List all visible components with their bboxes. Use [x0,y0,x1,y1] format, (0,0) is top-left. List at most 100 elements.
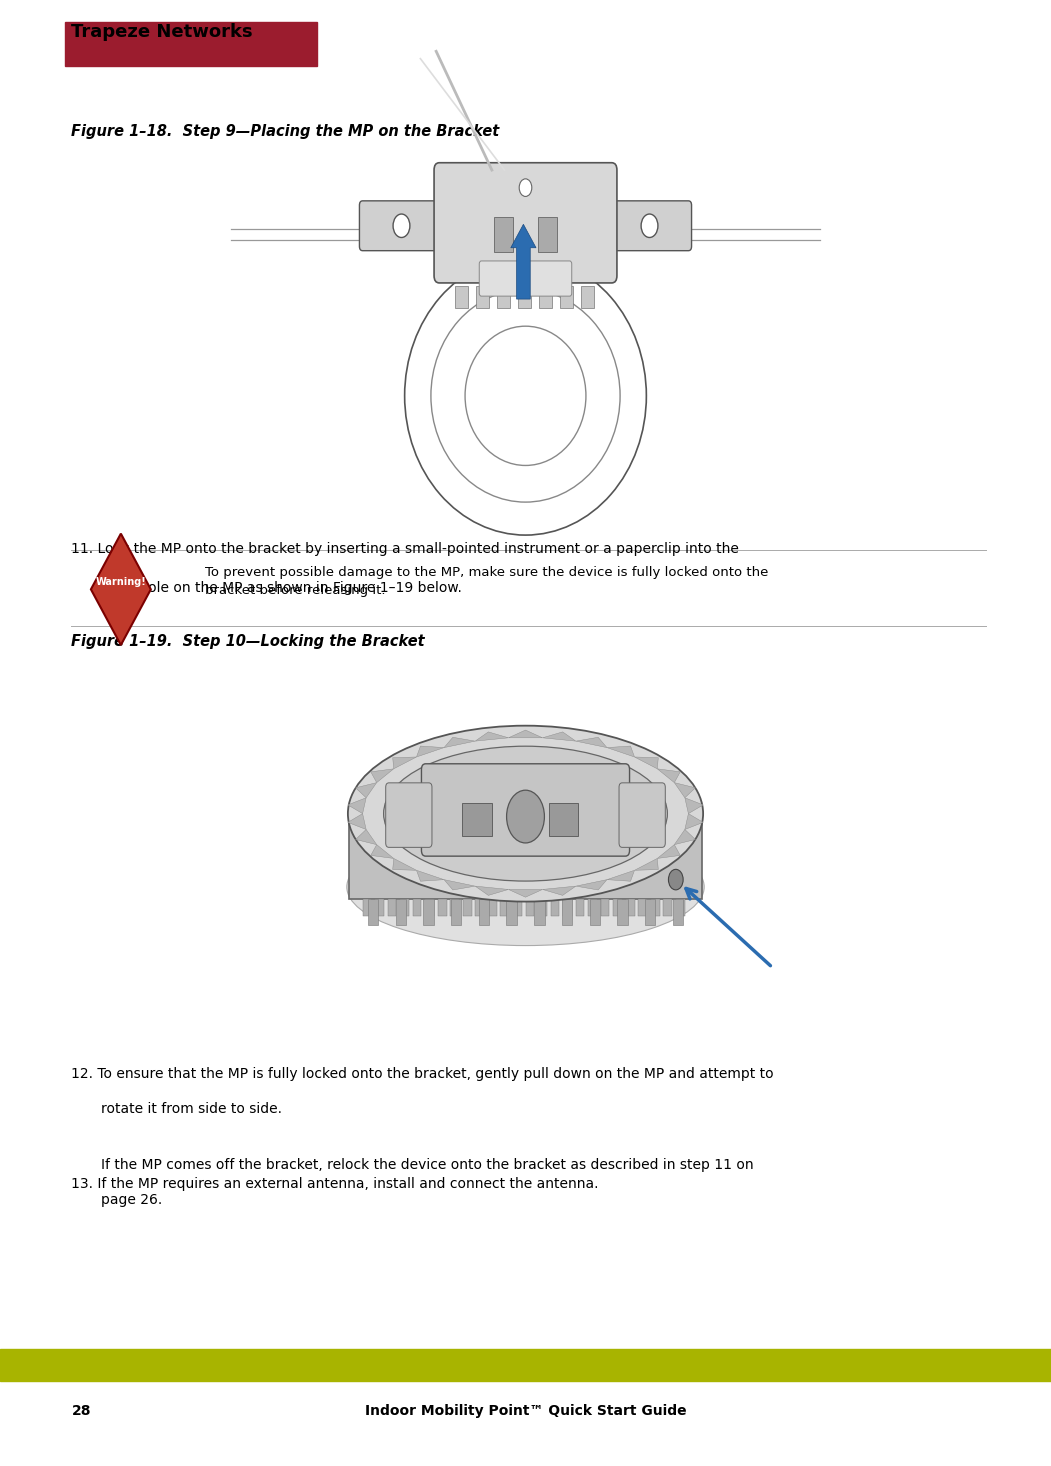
Text: hole on the MP as shown in Figure 1–19 below.: hole on the MP as shown in Figure 1–19 b… [135,581,461,595]
Text: page 26.: page 26. [101,1193,162,1208]
Polygon shape [393,756,416,768]
Bar [395,899,406,925]
Polygon shape [635,756,658,768]
Bar [663,899,673,916]
Polygon shape [675,830,696,844]
Bar [645,899,656,925]
Bar [455,286,468,308]
Polygon shape [576,737,607,748]
FancyArrow shape [511,224,536,299]
Polygon shape [657,844,680,859]
Polygon shape [91,534,151,645]
Ellipse shape [405,257,646,535]
FancyBboxPatch shape [359,201,448,251]
Polygon shape [509,730,542,737]
Polygon shape [635,859,658,871]
Polygon shape [542,885,576,896]
Ellipse shape [465,325,586,465]
Polygon shape [607,871,635,881]
Bar [462,899,472,916]
Bar [518,286,531,308]
Bar [590,899,600,925]
Bar [507,899,517,925]
Polygon shape [509,890,542,897]
Text: 12. To ensure that the MP is fully locked onto the bracket, gently pull down on : 12. To ensure that the MP is fully locke… [71,1067,775,1082]
Circle shape [519,179,532,196]
Bar [497,286,510,308]
FancyBboxPatch shape [421,764,630,856]
Bar [413,899,421,916]
Polygon shape [371,768,394,783]
Bar [601,899,610,916]
Text: If the MP comes off the bracket, relock the device onto the bracket as described: If the MP comes off the bracket, relock … [101,1158,754,1173]
Polygon shape [607,746,635,756]
Text: 13. If the MP requires an external antenna, install and connect the antenna.: 13. If the MP requires an external anten… [71,1177,599,1192]
Bar [424,899,434,925]
Polygon shape [444,880,475,890]
Text: Warning!: Warning! [96,578,146,586]
Bar [549,803,578,836]
Bar [462,803,492,836]
Polygon shape [416,746,445,756]
Bar [478,899,489,925]
Bar [538,217,557,252]
Text: 11. Lock the MP onto the bracket by inserting a small-pointed instrument or a pa: 11. Lock the MP onto the bracket by inse… [71,542,739,557]
Bar [513,899,521,916]
Bar [65,22,317,66]
Bar [500,899,509,916]
Bar [475,899,485,916]
Polygon shape [475,885,509,896]
Bar [617,899,627,925]
Bar [363,899,371,916]
FancyBboxPatch shape [434,163,617,283]
Polygon shape [355,830,376,844]
Bar [375,899,384,916]
Bar [581,286,594,308]
FancyBboxPatch shape [479,261,572,296]
Bar [488,899,497,916]
Text: Figure 1–19.  Step 10—Locking the Bracket: Figure 1–19. Step 10—Locking the Bracket [71,635,425,649]
Polygon shape [685,814,703,830]
Circle shape [507,790,544,843]
Polygon shape [475,732,509,742]
Ellipse shape [348,726,703,902]
Circle shape [668,869,683,890]
Bar [673,899,683,925]
Polygon shape [349,821,702,899]
Bar [613,899,622,916]
FancyBboxPatch shape [603,201,692,251]
Bar [426,899,434,916]
Text: Indoor Mobility Point™ Quick Start Guide: Indoor Mobility Point™ Quick Start Guide [365,1403,686,1418]
Ellipse shape [347,828,704,946]
Bar [538,899,547,916]
Polygon shape [576,880,607,890]
Circle shape [641,214,658,237]
Bar [494,217,513,252]
Text: Lock: Lock [101,581,137,595]
Ellipse shape [431,289,620,501]
Polygon shape [371,844,394,859]
Bar [638,899,647,916]
Text: To prevent possible damage to the MP, make sure the device is fully locked onto : To prevent possible damage to the MP, ma… [205,566,768,597]
Ellipse shape [384,746,667,881]
Text: rotate it from side to side.: rotate it from side to side. [101,1102,282,1117]
Polygon shape [685,798,703,814]
Polygon shape [355,783,376,798]
Bar [576,899,584,916]
Bar [400,899,409,916]
Text: 28: 28 [71,1403,91,1418]
Bar [563,899,572,916]
Text: Figure 1–18.  Step 9—Placing the MP on the Bracket: Figure 1–18. Step 9—Placing the MP on th… [71,125,499,139]
Bar [551,899,559,916]
Polygon shape [542,732,576,742]
Bar [589,899,597,916]
Bar [476,286,489,308]
Bar [562,899,573,925]
Circle shape [393,214,410,237]
Polygon shape [445,737,475,748]
Bar [368,899,378,925]
FancyBboxPatch shape [386,783,432,847]
Bar [625,899,635,916]
Bar [450,899,459,916]
Bar [651,899,660,916]
